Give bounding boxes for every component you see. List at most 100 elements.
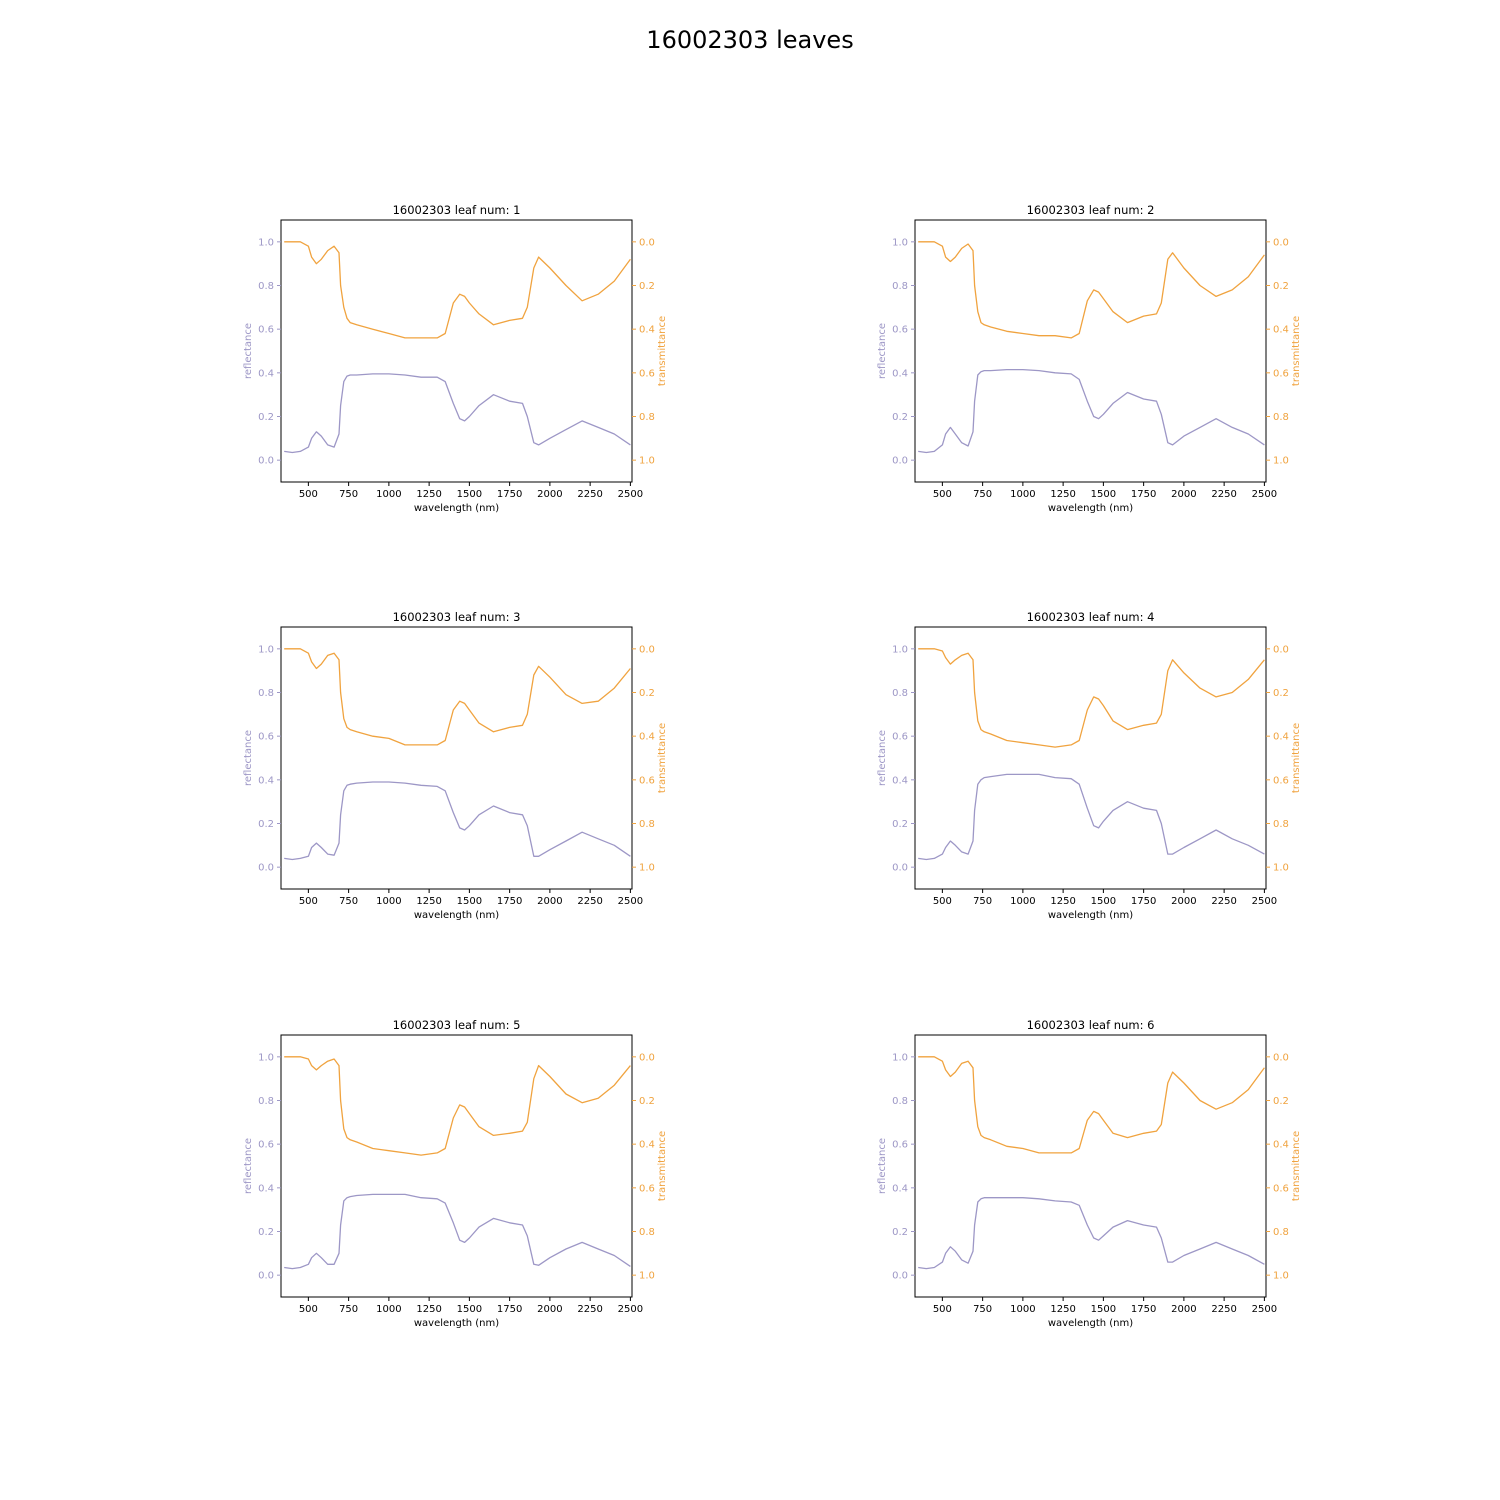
y-left-tick-label: 1.0 bbox=[258, 644, 274, 655]
series-line-reflectance bbox=[918, 368, 1265, 454]
x-tick-label: 1250 bbox=[1050, 1304, 1075, 1315]
x-tick-label: 1250 bbox=[1050, 489, 1075, 500]
x-tick-label: 1500 bbox=[1091, 489, 1116, 500]
x-tick-label: 2500 bbox=[1252, 1304, 1277, 1315]
y-left-tick-label: 0.8 bbox=[892, 688, 908, 699]
x-tick-label: 1500 bbox=[457, 1304, 482, 1315]
y-right-tick-label: 0.0 bbox=[639, 644, 655, 655]
x-tick-label: 1000 bbox=[376, 489, 401, 500]
y-right-tick-label: 0.6 bbox=[1273, 775, 1289, 786]
chart-panel-5: 500 750 1000 1250 1500 1750 2000 2250 2500 0.0 0.2… bbox=[243, 1018, 668, 1329]
x-tick-label: 2250 bbox=[1211, 1304, 1236, 1315]
y-right-tick-label: 0.6 bbox=[639, 368, 655, 379]
y-right-tick-label: 1.0 bbox=[639, 1271, 655, 1282]
x-tick-label: 1500 bbox=[1091, 1304, 1116, 1315]
x-tick-label: 1000 bbox=[1010, 896, 1035, 907]
x-tick-label: 2000 bbox=[537, 896, 562, 907]
y-right-tick-label: 0.4 bbox=[1273, 732, 1289, 743]
y-left-axis-label: reflectance bbox=[877, 323, 888, 379]
plot-frame bbox=[914, 1034, 1267, 1298]
x-tick-label: 1000 bbox=[1010, 1304, 1035, 1315]
chart-panel-2: 500 750 1000 1250 1500 1750 2000 2250 2500 0.0 0.2… bbox=[877, 203, 1302, 514]
y-right-tick-label: 0.8 bbox=[639, 819, 655, 830]
plot-frame bbox=[914, 219, 1267, 483]
series-line-reflectance bbox=[284, 1193, 631, 1270]
y-right-tick-label: 0.6 bbox=[639, 1183, 655, 1194]
y-right-tick-label: 1.0 bbox=[1273, 456, 1289, 467]
y-right-tick-label: 0.8 bbox=[639, 412, 655, 423]
y-left-tick-label: 0.0 bbox=[892, 1271, 908, 1282]
x-tick-label: 2000 bbox=[1171, 1304, 1196, 1315]
x-tick-label: 750 bbox=[973, 489, 992, 500]
x-tick-label: 1000 bbox=[376, 1304, 401, 1315]
x-tick-label: 1250 bbox=[416, 896, 441, 907]
x-axis-label: wavelength (nm) bbox=[414, 1318, 499, 1329]
x-axis-label: wavelength (nm) bbox=[414, 503, 499, 514]
chart-title: 16002303 leaf num: 4 bbox=[1027, 610, 1155, 624]
y-right-tick-label: 0.0 bbox=[639, 1052, 655, 1063]
x-tick-label: 2000 bbox=[1171, 896, 1196, 907]
x-tick-label: 2250 bbox=[577, 489, 602, 500]
x-tick-label: 1750 bbox=[497, 896, 522, 907]
x-tick-label: 2000 bbox=[1171, 489, 1196, 500]
x-tick-label: 1500 bbox=[1091, 896, 1116, 907]
y-right-tick-label: 0.2 bbox=[1273, 1096, 1289, 1107]
chart-panel-4: 500 750 1000 1250 1500 1750 2000 2250 2500 0.0 0.2… bbox=[877, 610, 1302, 921]
x-tick-label: 500 bbox=[299, 1304, 318, 1315]
y-left-tick-label: 0.2 bbox=[258, 819, 274, 830]
y-left-tick-label: 0.4 bbox=[892, 368, 908, 379]
y-right-tick-label: 1.0 bbox=[639, 456, 655, 467]
y-right-tick-label: 0.8 bbox=[1273, 412, 1289, 423]
y-right-tick-label: 0.6 bbox=[639, 775, 655, 786]
y-left-tick-label: 0.8 bbox=[258, 281, 274, 292]
y-left-tick-label: 0.8 bbox=[892, 281, 908, 292]
x-tick-label: 2250 bbox=[577, 896, 602, 907]
y-left-tick-label: 0.6 bbox=[892, 732, 908, 743]
x-tick-label: 1750 bbox=[1131, 896, 1156, 907]
y-right-tick-label: 0.0 bbox=[639, 237, 655, 248]
y-left-tick-label: 0.4 bbox=[258, 1183, 274, 1194]
y-left-tick-label: 0.8 bbox=[892, 1096, 908, 1107]
x-axis-label: wavelength (nm) bbox=[1048, 1318, 1133, 1329]
y-left-tick-label: 0.0 bbox=[892, 863, 908, 874]
y-left-axis-label: reflectance bbox=[243, 323, 254, 379]
y-right-tick-label: 0.6 bbox=[1273, 1183, 1289, 1194]
y-right-tick-label: 0.8 bbox=[1273, 819, 1289, 830]
series-line-reflectance bbox=[284, 373, 631, 454]
y-right-tick-label: 0.2 bbox=[639, 688, 655, 699]
y-right-tick-label: 0.4 bbox=[639, 732, 655, 743]
y-left-tick-label: 0.2 bbox=[892, 819, 908, 830]
x-tick-label: 500 bbox=[299, 489, 318, 500]
y-right-tick-label: 0.2 bbox=[639, 281, 655, 292]
plot-frame bbox=[280, 1034, 633, 1298]
y-left-tick-label: 1.0 bbox=[258, 1052, 274, 1063]
x-tick-label: 1500 bbox=[457, 489, 482, 500]
x-tick-label: 500 bbox=[933, 896, 952, 907]
y-right-tick-label: 0.2 bbox=[639, 1096, 655, 1107]
y-left-tick-label: 1.0 bbox=[892, 237, 908, 248]
y-right-tick-label: 0.4 bbox=[639, 1140, 655, 1151]
y-left-tick-label: 0.0 bbox=[258, 863, 274, 874]
x-tick-label: 1250 bbox=[416, 489, 441, 500]
y-left-tick-label: 0.2 bbox=[258, 1227, 274, 1238]
y-left-tick-label: 0.4 bbox=[258, 368, 274, 379]
chart-title: 16002303 leaf num: 1 bbox=[393, 203, 521, 217]
y-right-tick-label: 0.4 bbox=[639, 325, 655, 336]
y-left-axis-label: reflectance bbox=[877, 730, 888, 786]
series-line-transmittance bbox=[918, 1056, 1265, 1154]
x-tick-label: 2250 bbox=[577, 1304, 602, 1315]
x-tick-label: 2500 bbox=[618, 489, 643, 500]
y-left-tick-label: 0.6 bbox=[892, 1140, 908, 1151]
x-tick-label: 1750 bbox=[497, 489, 522, 500]
y-left-axis-label: reflectance bbox=[877, 1138, 888, 1194]
y-left-tick-label: 0.4 bbox=[892, 1183, 908, 1194]
series-line-reflectance bbox=[918, 1197, 1265, 1270]
x-tick-label: 750 bbox=[973, 896, 992, 907]
x-tick-label: 2500 bbox=[618, 1304, 643, 1315]
y-right-tick-label: 0.0 bbox=[1273, 1052, 1289, 1063]
y-left-tick-label: 0.8 bbox=[258, 1096, 274, 1107]
y-left-axis-label: reflectance bbox=[243, 1138, 254, 1194]
y-left-tick-label: 0.6 bbox=[258, 732, 274, 743]
y-left-tick-label: 0.4 bbox=[892, 775, 908, 786]
